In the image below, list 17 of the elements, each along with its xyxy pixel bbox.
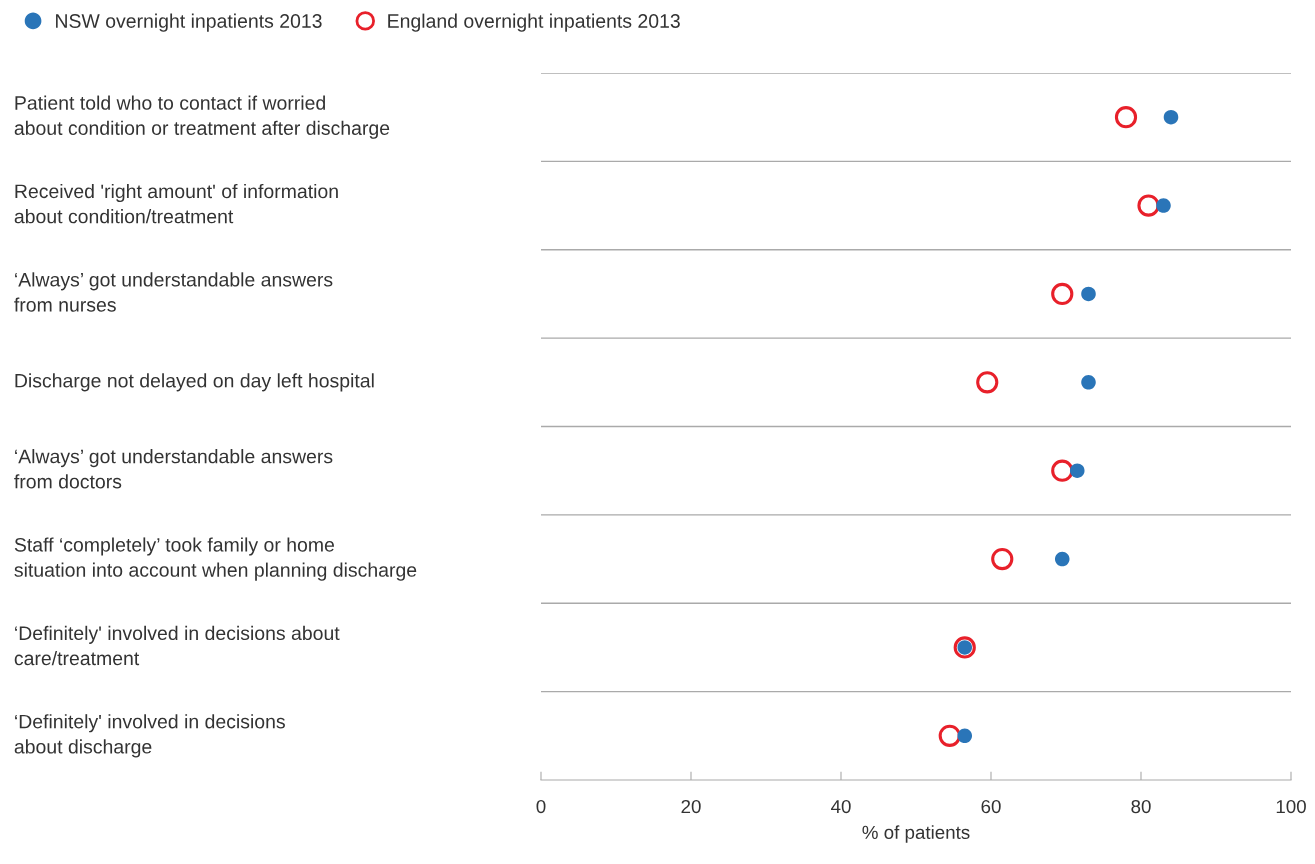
y-tick-label: ‘Always’ got understandable answers from doctors <box>14 449 333 489</box>
x-tick-label: 100 <box>1276 799 1306 814</box>
x-tick-label: 20 <box>681 799 701 814</box>
x-tick-label: 80 <box>1131 799 1151 814</box>
y-tick-label: Discharge not delayed on day left hospital <box>15 373 374 392</box>
x-axis-title: % of patients <box>862 825 970 843</box>
x-tick-label: 60 <box>981 799 1001 814</box>
legend-label: England overnight inpatients 2013 <box>388 13 680 32</box>
y-tick-label: ‘Definitely' involved in decisions about care/treatment <box>14 625 340 666</box>
y-tick-label: ‘Definitely' involved in decisions about discharge <box>14 714 285 758</box>
y-tick-label: ‘Always’ got understandable answers from nurses <box>14 272 333 312</box>
y-tick-label: Received 'right amount' of information about condition/treatment <box>14 183 338 224</box>
y-tick-label: Patient told who to contact if worried about condition or treatment after discharge <box>14 95 390 139</box>
x-tick-label: 0 <box>536 799 546 814</box>
y-tick-label: Staff ‘completely’ took family or home situation into account when planning discharge <box>14 537 417 581</box>
legend-label: NSW overnight inpatients 2013 <box>56 13 322 32</box>
x-tick-label: 40 <box>831 799 851 814</box>
